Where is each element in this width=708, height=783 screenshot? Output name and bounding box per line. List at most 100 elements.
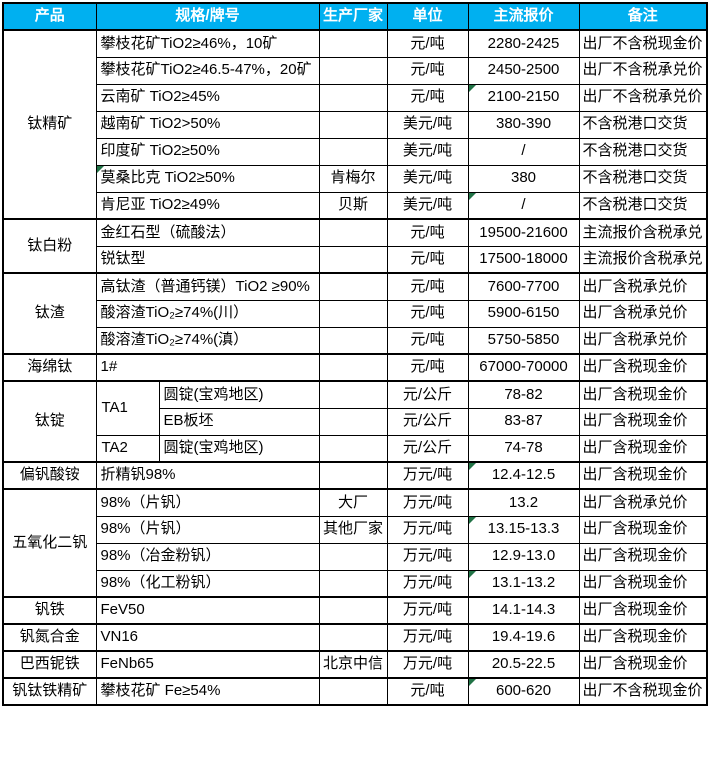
header-spec: 规格/牌号 <box>95 2 320 31</box>
note-cell: 出厂不含税现金价 <box>578 677 708 706</box>
table-row: 莫桑比克 TiO2≥50% 肯梅尔 美元/吨 380 不含税港口交货 <box>3 164 708 193</box>
product-cell: 钛渣 <box>2 272 97 355</box>
manufacturer-cell <box>318 380 388 409</box>
unit-cell: 万元/吨 <box>386 623 469 652</box>
table-row: 钛锭 TA1 圆锭(宝鸡地区) 元/公斤 78-82 出厂含税现金价 <box>2 380 708 463</box>
price-cell: 380 <box>467 164 580 193</box>
manufacturer-cell <box>318 56 388 85</box>
manufacturer-cell <box>318 677 388 706</box>
unit-cell: 元/公斤 <box>386 434 469 463</box>
spec-cell: 酸溶渣TiO₂≥74%(川） <box>95 299 320 328</box>
price-table-sheet: 产品 规格/牌号 生产厂家 单位 主流报价 备注 钛精矿 攀枝花矿TiO2≥46%… <box>2 2 708 706</box>
price-cell: 14.1-14.3 <box>467 596 580 625</box>
table-header: 产品 规格/牌号 生产厂家 单位 主流报价 备注 <box>2 2 708 31</box>
unit-cell: 元/吨 <box>386 56 469 85</box>
note-cell: 出厂含税承兑价 <box>578 488 708 517</box>
spec-cell: 98%（片钒） <box>95 488 320 517</box>
manufacturer-cell <box>318 434 388 463</box>
spec-cell: 酸溶渣TiO₂≥74%(滇） <box>95 326 320 355</box>
unit-cell: 元/吨 <box>386 299 469 328</box>
error-flag-icon <box>469 517 476 524</box>
manufacturer-cell: 北京中信 <box>318 650 388 679</box>
price-table: 产品 规格/牌号 生产厂家 单位 主流报价 备注 钛精矿 攀枝花矿TiO2≥46%… <box>2 2 708 706</box>
manufacturer-cell <box>318 110 388 139</box>
table-row: 钛白粉 金红石型（硫酸法） 元/吨 19500-21600 主流报价含税承兑 <box>2 218 708 274</box>
note-cell: 不含税港口交货 <box>578 110 708 139</box>
note-cell: 出厂含税现金价 <box>578 434 708 463</box>
table-row: 98%（冶金粉钒） 万元/吨 12.9-13.0 出厂含税现金价 <box>3 542 708 571</box>
price-cell: 380-390 <box>467 110 580 139</box>
table-row: 98%（化工粉钒） 万元/吨 13.1-13.2 出厂含税现金价 <box>3 569 708 598</box>
table-row: 越南矿 TiO2>50% 美元/吨 380-390 不含税港口交货 <box>3 110 708 139</box>
manufacturer-cell <box>318 353 388 382</box>
note-cell: 主流报价含税承兑 <box>578 218 708 247</box>
spec-cell: 圆锭(宝鸡地区) <box>158 434 320 463</box>
unit-cell: 元/吨 <box>386 677 469 706</box>
table-body: 钛精矿 攀枝花矿TiO2≥46%，10矿 元/吨 2280-2425 出厂不含税现金价攀… <box>2 29 708 706</box>
note-cell: 不含税港口交货 <box>578 164 708 193</box>
table-row: 云南矿 TiO2≥45% 元/吨 2100-2150 出厂不含税承兑价 <box>3 83 708 112</box>
manufacturer-cell <box>318 218 388 247</box>
spec-cell: 攀枝花矿 Fe≥54% <box>95 677 320 706</box>
manufacturer-cell: 大厂 <box>318 488 388 517</box>
table-row: 锐钛型 元/吨 17500-18000 主流报价含税承兑 <box>3 245 708 274</box>
price-cell: 13.15-13.3 <box>467 515 580 544</box>
note-cell: 出厂含税现金价 <box>578 461 708 490</box>
note-cell: 主流报价含税承兑 <box>578 245 708 274</box>
table-row: 钒氮合金 VN16 万元/吨 19.4-19.6 出厂含税现金价 <box>2 623 708 652</box>
manufacturer-cell <box>318 461 388 490</box>
note-cell: 出厂不含税现金价 <box>578 29 708 58</box>
spec-cell: 锐钛型 <box>95 245 320 274</box>
spec-cell: 越南矿 TiO2>50% <box>95 110 320 139</box>
spec-cell: 金红石型（硫酸法） <box>95 218 320 247</box>
price-cell: 5900-6150 <box>467 299 580 328</box>
header-unit: 单位 <box>386 2 469 31</box>
spec-cell: 高钛渣（普通钙镁）TiO2 ≥90% <box>95 272 320 301</box>
spec-cell: 莫桑比克 TiO2≥50% <box>95 164 320 193</box>
price-cell: 13.2 <box>467 488 580 517</box>
table-row: 钒钛铁精矿 攀枝花矿 Fe≥54% 元/吨 600-620 出厂不含税现金价 <box>2 677 708 706</box>
price-cell: 78-82 <box>467 380 580 409</box>
product-cell: 钒铁 <box>2 596 97 625</box>
manufacturer-cell <box>318 245 388 274</box>
note-cell: 出厂含税现金价 <box>578 542 708 571</box>
manufacturer-cell <box>318 299 388 328</box>
note-cell: 出厂不含税承兑价 <box>578 56 708 85</box>
table-row: 肯尼亚 TiO2≥49% 贝斯 美元/吨 / 不含税港口交货 <box>3 191 708 220</box>
price-cell: 67000-70000 <box>467 353 580 382</box>
product-cell: 五氧化二钒 <box>2 488 97 598</box>
manufacturer-cell: 其他厂家 <box>318 515 388 544</box>
note-cell: 出厂含税现金价 <box>578 353 708 382</box>
manufacturer-cell <box>318 407 388 436</box>
product-cell: 钒钛铁精矿 <box>2 677 97 706</box>
product-cell: 钛精矿 <box>2 29 97 220</box>
price-cell: 19.4-19.6 <box>467 623 580 652</box>
header-manufacturer: 生产厂家 <box>318 2 388 31</box>
header-note: 备注 <box>578 2 708 31</box>
note-cell: 出厂含税现金价 <box>578 380 708 409</box>
price-cell: 83-87 <box>467 407 580 436</box>
spec-cell: 攀枝花矿TiO2≥46%，10矿 <box>95 29 320 58</box>
note-cell: 出厂含税现金价 <box>578 407 708 436</box>
spec-cell: 肯尼亚 TiO2≥49% <box>95 191 320 220</box>
product-cell: 钒氮合金 <box>2 623 97 652</box>
unit-cell: 万元/吨 <box>386 569 469 598</box>
grade-cell: TA1 <box>95 380 160 436</box>
unit-cell: 美元/吨 <box>386 164 469 193</box>
manufacturer-cell <box>318 83 388 112</box>
error-flag-icon <box>469 680 476 686</box>
price-cell: 13.1-13.2 <box>467 569 580 598</box>
price-cell: 17500-18000 <box>467 245 580 274</box>
unit-cell: 美元/吨 <box>386 191 469 220</box>
note-cell: 不含税港口交货 <box>578 191 708 220</box>
spec-cell: 折精钒98% <box>95 461 320 490</box>
manufacturer-cell <box>318 29 388 58</box>
unit-cell: 美元/吨 <box>386 110 469 139</box>
manufacturer-cell: 肯梅尔 <box>318 164 388 193</box>
manufacturer-cell <box>318 326 388 355</box>
table-row: 钒铁 FeV50 万元/吨 14.1-14.3 出厂含税现金价 <box>2 596 708 625</box>
table-row: 钛精矿 攀枝花矿TiO2≥46%，10矿 元/吨 2280-2425 出厂不含税现金价 <box>2 29 708 220</box>
error-flag-icon <box>469 571 476 578</box>
error-flag-icon <box>469 85 476 92</box>
error-flag-icon <box>97 166 104 173</box>
